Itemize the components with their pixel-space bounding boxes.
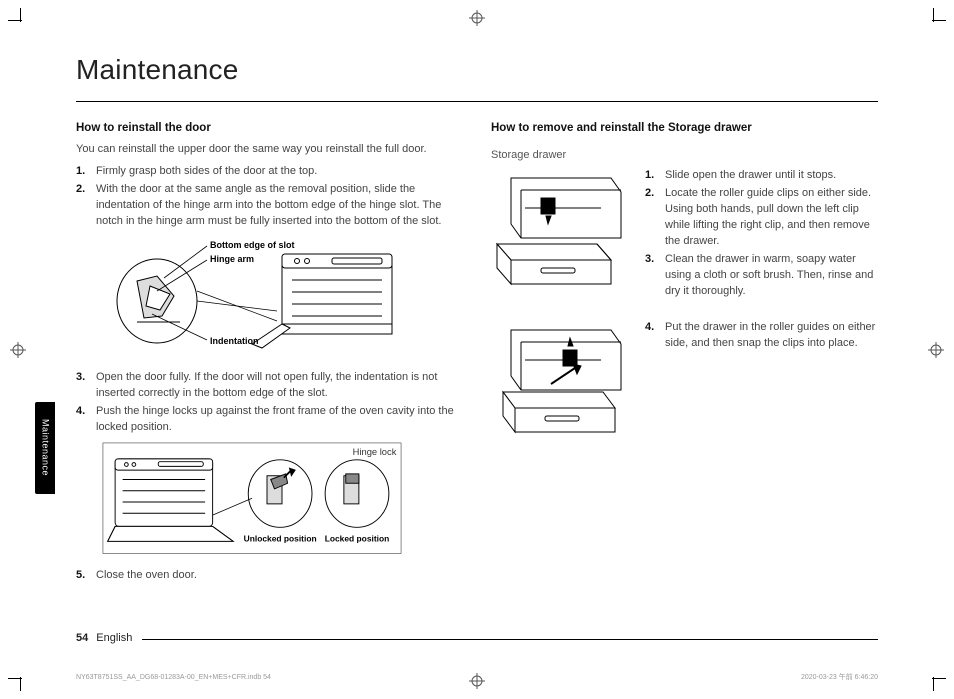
- figure-hinge-arm: Bottom edge of slot Hinge arm Indentatio…: [102, 236, 463, 362]
- fig1-label-bot: Indentation: [210, 336, 259, 346]
- fig2-title: Hinge lock: [353, 447, 397, 457]
- right-steps-b: 4.Put the drawer in the roller guides on…: [645, 320, 878, 354]
- crop-mark: [8, 8, 32, 32]
- step-text: Locate the roller guide clips on either …: [665, 186, 878, 250]
- step-text: Close the oven door.: [96, 568, 197, 584]
- fig1-label-mid: Hinge arm: [210, 254, 254, 264]
- registration-mark-icon: [469, 10, 485, 26]
- meta-stamp: 2020-03-23 午前 6:46:20: [801, 673, 878, 683]
- left-steps-b: 3.Open the door fully. If the door will …: [76, 370, 463, 436]
- title-rule: [76, 101, 878, 102]
- crop-mark: [922, 8, 946, 32]
- crop-mark: [922, 667, 946, 691]
- footer-rule: [142, 639, 878, 640]
- right-column: How to remove and reinstall the Storage …: [491, 120, 878, 586]
- meta-file: NY63T8751SS_AA_DG68-01283A-00_EN+MES+CFR…: [76, 673, 271, 683]
- registration-mark-icon: [10, 342, 26, 358]
- right-heading: How to remove and reinstall the Storage …: [491, 120, 878, 137]
- page-lang: English: [96, 631, 132, 647]
- hinge-lock-diagram-icon: Hinge lock: [102, 442, 402, 555]
- figure-hinge-lock: Hinge lock: [102, 442, 463, 560]
- left-intro: You can reinstall the upper door the sam…: [76, 142, 463, 158]
- step-text: Push the hinge locks up against the fron…: [96, 404, 463, 436]
- left-steps-a: 1.Firmly grasp both sides of the door at…: [76, 164, 463, 230]
- step-text: Clean the drawer in warm, soapy water us…: [665, 252, 878, 300]
- step-text: With the door at the same angle as the r…: [96, 182, 463, 230]
- drawer-install-diagram-icon: [491, 320, 631, 440]
- page-number: 54: [76, 631, 88, 647]
- drawer-install-block: 4.Put the drawer in the roller guides on…: [491, 320, 878, 440]
- step-text: Put the drawer in the roller guides on e…: [665, 320, 878, 352]
- drawer-remove-diagram-icon: [491, 168, 631, 288]
- side-tab: Maintenance: [35, 402, 55, 494]
- page-body: Maintenance How to reinstall the door Yo…: [76, 50, 878, 586]
- left-steps-c: 5.Close the oven door.: [76, 568, 463, 584]
- step-text: Slide open the drawer until it stops.: [665, 168, 836, 184]
- right-steps-a: 1.Slide open the drawer until it stops. …: [645, 168, 878, 302]
- drawer-remove-block: 1.Slide open the drawer until it stops. …: [491, 168, 878, 302]
- hinge-diagram-icon: Bottom edge of slot Hinge arm Indentatio…: [102, 236, 402, 356]
- fig2-label-locked: Locked position: [325, 533, 390, 543]
- left-column: How to reinstall the door You can reinst…: [76, 120, 463, 586]
- step-text: Open the door fully. If the door will no…: [96, 370, 463, 402]
- step-text: Firmly grasp both sides of the door at t…: [96, 164, 317, 180]
- fig1-label-top: Bottom edge of slot: [210, 240, 295, 250]
- page-title: Maintenance: [76, 50, 878, 91]
- registration-mark-icon: [928, 342, 944, 358]
- page-footer: 54 English: [76, 631, 878, 647]
- fig2-label-unlocked: Unlocked position: [244, 533, 317, 543]
- print-metadata: NY63T8751SS_AA_DG68-01283A-00_EN+MES+CFR…: [76, 673, 878, 683]
- right-subtext: Storage drawer: [491, 148, 878, 164]
- crop-mark: [8, 667, 32, 691]
- left-heading: How to reinstall the door: [76, 120, 463, 137]
